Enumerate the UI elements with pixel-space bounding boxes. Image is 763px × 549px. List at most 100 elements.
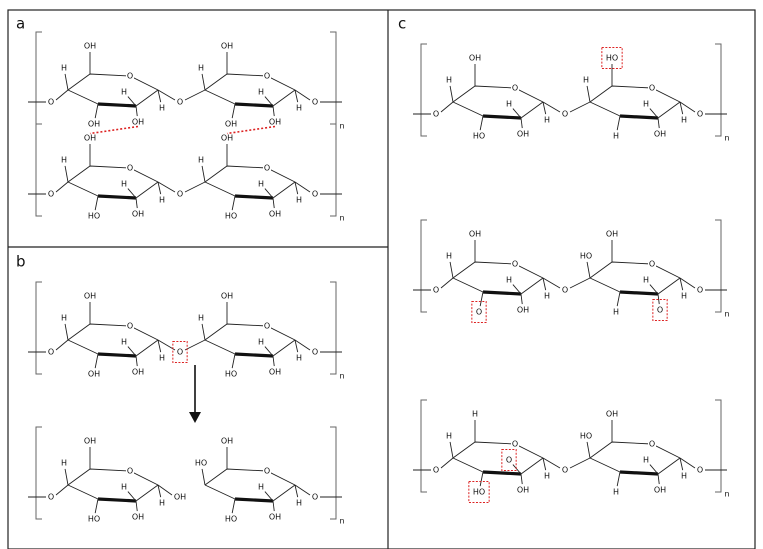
subscript: n [724,490,729,499]
figure: anOOHOHOHHOHHOOHOHOHHOHHOnOOHOHHOHOHHOOH… [0,0,763,549]
ring-bond [453,86,543,102]
atom-label: H [544,292,550,301]
bracket [330,427,336,519]
atom-label: H [643,100,649,109]
atom-label: H [198,314,204,323]
ring-bond [590,278,620,292]
ring-bond [136,182,158,198]
ring-front-bond [235,354,273,356]
ring-bond [521,278,543,294]
panel-label: b [16,253,26,271]
atom-label: OH [654,486,666,495]
atom-label: O [562,466,568,475]
atom-label: OH [606,410,618,419]
substituent-bond [136,198,137,208]
ring-bond [658,278,680,294]
ring-bond [205,74,295,90]
ring-bond [205,182,235,196]
bond [543,278,560,288]
ring-bond [205,90,235,104]
atom-label: OH [654,130,666,139]
atom-label: H [544,116,550,125]
bracket [36,32,42,124]
atom-label: HO [580,252,592,261]
atom-label: HO [225,212,237,221]
ring-bond [68,182,98,196]
ring-bond [68,485,98,499]
atom-label: H [159,499,165,508]
substituent-bond [521,294,522,304]
atom-label: O [512,84,518,93]
atom-label: O [649,84,655,93]
substituent-bond [587,86,590,102]
substituent-bond [587,442,590,458]
atom-label: H [613,132,619,141]
atom-label: O [312,493,318,502]
atom-label: H [613,488,619,497]
ring-bond [453,102,483,116]
bracket [330,282,336,374]
bond [543,458,560,468]
atom-label: OH [132,210,144,219]
atom-label: O [312,348,318,357]
atom-label: O [649,440,655,449]
ring-front-bond [235,196,273,198]
substituent-bond [480,116,483,130]
substituent-bond [232,104,235,118]
atom-label: O [562,286,568,295]
ring-bond [68,340,98,354]
atom-label: H [121,180,127,189]
ring-front-bond [235,499,273,501]
atom-label: H [258,338,264,347]
panel-label: c [398,15,406,33]
ring-bond [590,442,680,458]
atom-label: OH [221,292,233,301]
atom-label: OH [132,513,144,522]
ring-bond [453,458,483,472]
atom-label: O [48,98,54,107]
atom-label: O [177,98,183,107]
atom-label: O [433,110,439,119]
bracket [715,44,721,136]
atom-label: HO [473,488,485,497]
substituent-bond [450,86,453,102]
substituent-bond [95,196,98,210]
ring-bond [205,485,235,499]
atom-label: H [446,432,452,441]
atom-label: H [121,483,127,492]
subscript: n [339,214,344,223]
atom-label: H [61,314,67,323]
atom-label: H [61,459,67,468]
bond [185,340,205,350]
substituent-bond [202,166,205,182]
ring-bond [68,90,98,104]
substituent-bond [65,469,68,485]
atom-label: O [264,322,270,331]
subscript: n [724,310,729,319]
atom-label: OH [132,368,144,377]
bond [185,90,205,100]
substituent-bond [136,501,137,511]
ring-bond [273,340,295,356]
substituent-bond [273,106,274,116]
ring-bond [453,278,483,292]
atom-label: O [512,440,518,449]
bracket [330,32,336,124]
atom-label: O [433,466,439,475]
panel-label: a [16,15,25,33]
bond [441,102,453,112]
ring-front-bond [620,116,658,118]
ring-bond [590,262,680,278]
atom-label: H [198,64,204,73]
atom-label: H [121,338,127,347]
substituent-bond [617,292,620,306]
ring-bond [136,340,158,356]
atom-label: OH [517,306,529,315]
substituent-bond [480,472,483,486]
atom-label: HO [88,212,100,221]
ring-bond [521,458,543,474]
subscript: n [339,372,344,381]
ring-bond [521,102,543,118]
ring-front-bond [620,292,658,294]
atom-label: OH [517,130,529,139]
